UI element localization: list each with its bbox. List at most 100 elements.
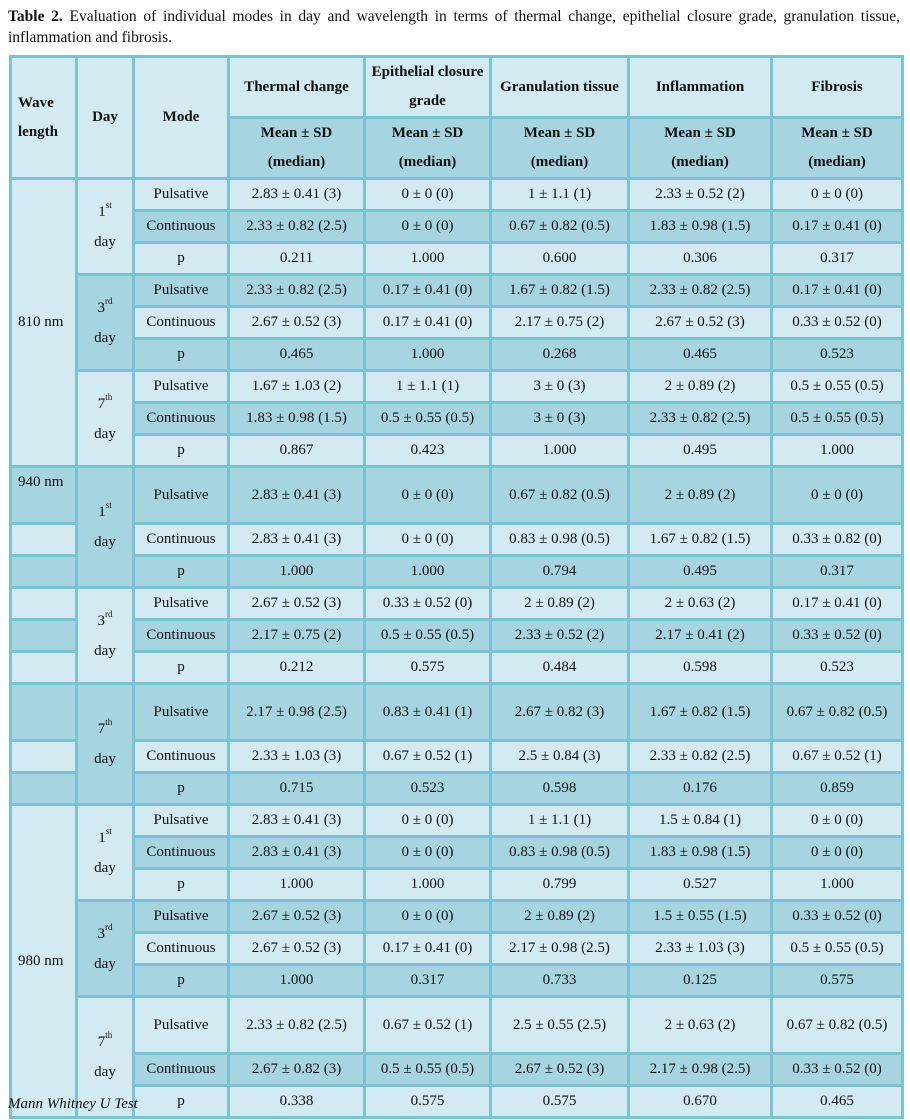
value-cell: 1.000 <box>770 433 904 468</box>
day-cell: 3rd day <box>75 586 135 685</box>
day-cell: 1st day <box>75 803 135 902</box>
value-cell: 0.5 ± 0.55 (0.5) <box>363 401 492 436</box>
value-cell: 0.306 <box>627 241 773 276</box>
value-cell: 2.17 ± 0.75 (2) <box>227 618 366 653</box>
value-cell: 2.17 ± 0.98 (2.5) <box>489 931 630 966</box>
mode-cell: Pulsative <box>132 369 230 404</box>
value-cell: 0.715 <box>227 771 366 806</box>
table-row: Continuous 2.33 ± 0.82 (2.5) 0 ± 0 (0) 0.67… <box>10 209 904 244</box>
mode-cell: Continuous <box>132 1052 230 1087</box>
value-cell: 2.33 ± 0.82 (2.5) <box>627 273 773 308</box>
value-cell: 2 ± 0.89 (2) <box>489 586 630 621</box>
value-cell: 2.17 ± 0.98 (2.5) <box>227 682 366 742</box>
value-cell: 0 ± 0 (0) <box>770 835 904 870</box>
value-cell: 0.794 <box>489 554 630 589</box>
value-cell: 1.83 ± 0.98 (1.5) <box>227 401 366 436</box>
value-cell: 1.83 ± 0.98 (1.5) <box>627 209 773 244</box>
value-cell: 0 ± 0 (0) <box>770 465 904 525</box>
value-cell: 1.83 ± 0.98 (1.5) <box>627 835 773 870</box>
header-granulation-tissue: Granulation tissue <box>489 55 630 119</box>
day-word: day <box>94 859 116 876</box>
value-cell: 0.268 <box>489 337 630 372</box>
value-cell: 3 ± 0 (3) <box>489 369 630 404</box>
mode-cell: p <box>132 554 230 589</box>
value-cell: 3 ± 0 (3) <box>489 401 630 436</box>
wavelength-cell <box>9 650 78 685</box>
table-row: p 1.000 0.317 0.733 0.125 0.575 <box>10 963 904 998</box>
value-cell: 2.17 ± 0.98 (2.5) <box>627 1052 773 1087</box>
mode-cell: Continuous <box>132 835 230 870</box>
value-cell: 1 ± 1.1 (1) <box>489 177 630 212</box>
table-row: p 1.000 1.000 0.794 0.495 0.317 <box>9 554 904 589</box>
value-cell: 0.600 <box>489 241 630 276</box>
value-cell: 2.17 ± 0.75 (2) <box>489 305 630 340</box>
value-cell: 0.211 <box>227 241 366 276</box>
mode-cell: p <box>132 1084 230 1119</box>
wavelength-cell <box>9 739 78 774</box>
value-cell: 0.17 ± 0.41 (0) <box>770 586 904 621</box>
wavelength-cell <box>9 682 78 742</box>
value-cell: 2 ± 0.89 (2) <box>489 899 630 934</box>
mode-cell: p <box>132 867 230 902</box>
value-cell: 2.83 ± 0.41 (3) <box>227 803 366 838</box>
value-cell: 1.000 <box>489 433 630 468</box>
subheader-cell: Mean ± SD (median) <box>489 116 630 180</box>
subheader-cell: Mean ± SD (median) <box>363 116 492 180</box>
day-ordinal: rd <box>105 921 113 932</box>
wavelength-cell: 940 nm <box>9 465 78 525</box>
mode-cell: Pulsative <box>132 899 230 934</box>
day-cell: 7th day <box>75 369 135 468</box>
value-cell: 0.527 <box>627 867 773 902</box>
value-cell: 1.000 <box>227 963 366 998</box>
value-cell: 0.67 ± 0.82 (0.5) <box>770 995 904 1055</box>
subheader-row: Mean ± SD (median) Mean ± SD (median) Me… <box>10 116 904 180</box>
value-cell: 0.465 <box>227 337 366 372</box>
wavelength-cell <box>9 618 78 653</box>
value-cell: 2.67 ± 0.52 (3) <box>227 899 366 934</box>
value-cell: 0.465 <box>770 1084 904 1119</box>
day-number: 1 <box>98 203 106 220</box>
value-cell: 0.317 <box>770 554 904 589</box>
value-cell: 0.17 ± 0.41 (0) <box>363 931 492 966</box>
mode-cell: Continuous <box>132 522 230 557</box>
value-cell: 1.5 ± 0.84 (1) <box>627 803 773 838</box>
table-row: Continuous 2.67 ± 0.52 (3) 0.17 ± 0.41 (0)… <box>10 931 904 966</box>
value-cell: 2 ± 0.89 (2) <box>627 465 773 525</box>
value-cell: 0.176 <box>627 771 773 806</box>
mode-cell: p <box>132 241 230 276</box>
value-cell: 0.5 ± 0.55 (0.5) <box>770 369 904 404</box>
value-cell: 2.33 ± 0.82 (2.5) <box>227 995 366 1055</box>
value-cell: 0.495 <box>627 433 773 468</box>
header-thermal-change: Thermal change <box>227 55 366 119</box>
table-row: p 1.000 1.000 0.799 0.527 1.000 <box>10 867 904 902</box>
wavelength-cell: 810 nm <box>9 177 78 468</box>
value-cell: 0.338 <box>227 1084 366 1119</box>
value-cell: 0.67 ± 0.82 (0.5) <box>770 682 904 742</box>
value-cell: 0.575 <box>489 1084 630 1119</box>
day-word: day <box>94 534 116 550</box>
header-row: Wave length Day Mode Thermal change Epit… <box>9 55 904 180</box>
value-cell: 2.33 ± 1.03 (3) <box>627 931 773 966</box>
value-cell: 0.67 ± 0.52 (1) <box>363 739 492 774</box>
mode-cell: Continuous <box>132 931 230 966</box>
value-cell: 0.523 <box>770 650 904 685</box>
value-cell: 1.67 ± 0.82 (1.5) <box>627 682 773 742</box>
day-ordinal: th <box>105 391 113 402</box>
value-cell: 2 ± 0.89 (2) <box>627 369 773 404</box>
value-cell: 1.67 ± 1.03 (2) <box>227 369 366 404</box>
header-mode: Mode <box>132 55 230 180</box>
value-cell: 2.67 ± 0.82 (3) <box>489 682 630 742</box>
table-row: 3rd day Pulsative 2.33 ± 0.82 (2.5) 0.17 ± 0… <box>10 273 904 372</box>
table-row: p 0.465 1.000 0.268 0.465 0.523 <box>10 337 904 372</box>
day-ordinal: rd <box>105 608 113 619</box>
value-cell: 2.33 ± 0.82 (2.5) <box>227 273 366 308</box>
value-cell: 0.67 ± 0.82 (0.5) <box>489 209 630 244</box>
table-row: p 0.715 0.523 0.598 0.176 0.859 <box>9 771 904 806</box>
day-number: 3 <box>97 925 106 942</box>
value-cell: 0.17 ± 0.41 (0) <box>770 273 904 308</box>
value-cell: 0 ± 0 (0) <box>363 522 492 557</box>
table-row: Continuous 2.67 ± 0.52 (3) 0.17 ± 0.41 (0)… <box>10 305 904 340</box>
value-cell: 0.670 <box>627 1084 773 1119</box>
value-cell: 0.495 <box>627 554 773 589</box>
table-row: Continuous 2.83 ± 0.41 (3) 0 ± 0 (0) 0.83 ±… <box>10 835 904 870</box>
